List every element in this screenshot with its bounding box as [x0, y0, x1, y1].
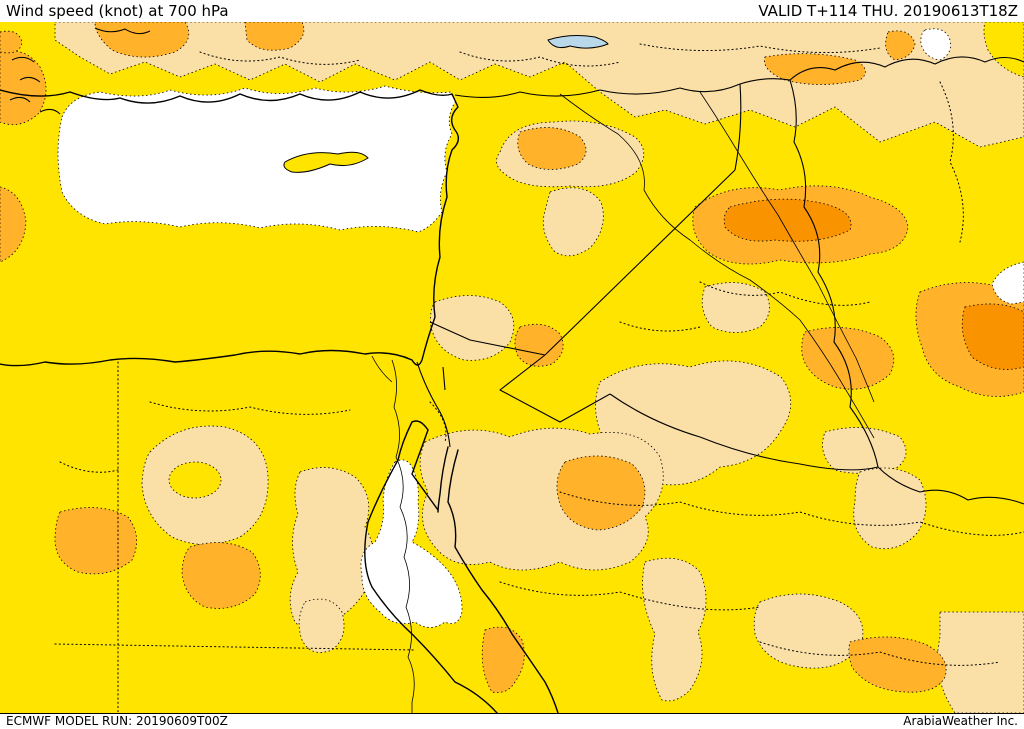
bottom-bar: ECMWF MODEL RUN: 20190609T00Z ArabiaWeat… — [0, 713, 1024, 729]
top-bar: Wind speed (knot) at 700 hPa VALID T+114… — [0, 0, 1024, 22]
salt-lake — [547, 35, 609, 49]
credit-label: ArabiaWeather Inc. — [903, 714, 1018, 728]
light-wind-regions — [54, 22, 1024, 713]
dotted-boundaries — [54, 43, 1024, 713]
strong-wind-regions — [0, 22, 1024, 693]
mediterranean-calm-region — [57, 85, 457, 233]
mediterranean-coastline — [0, 89, 460, 367]
red-sea-west-coast — [364, 421, 498, 713]
nile-river — [391, 359, 415, 713]
red-sea-calm-region — [360, 459, 463, 628]
rivers — [371, 91, 875, 713]
red-sea-east-coast — [447, 449, 559, 713]
calm-regions — [57, 28, 1024, 628]
weather-map — [0, 22, 1024, 713]
model-run-label: ECMWF MODEL RUN: 20190609T00Z — [6, 714, 228, 728]
map-title: Wind speed (knot) at 700 hPa — [6, 2, 229, 20]
country-borders — [416, 56, 1024, 505]
valid-time-label: VALID T+114 THU. 20190613T18Z — [758, 2, 1018, 20]
euphrates-river — [559, 93, 875, 439]
coastlines — [0, 27, 559, 713]
tigris-river — [699, 91, 875, 403]
cyprus-island — [283, 151, 369, 173]
